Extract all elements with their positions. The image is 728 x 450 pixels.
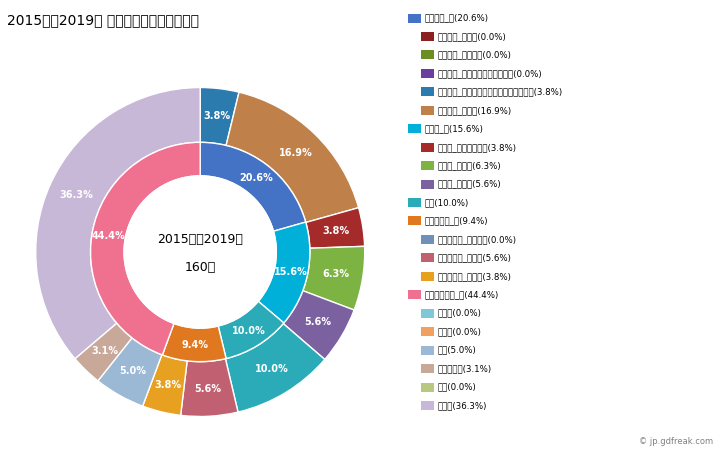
Wedge shape (258, 222, 310, 323)
Text: 脳血管疾患_脳内出血(0.0%): 脳血管疾患_脳内出血(0.0%) (438, 235, 517, 244)
Wedge shape (90, 142, 200, 355)
Text: 脳血管疾患_計(9.4%): 脳血管疾患_計(9.4%) (424, 216, 488, 225)
Wedge shape (306, 208, 365, 248)
Text: 9.4%: 9.4% (181, 340, 208, 350)
Wedge shape (143, 355, 187, 415)
Text: 5.6%: 5.6% (304, 317, 331, 327)
Wedge shape (218, 302, 284, 359)
Text: 20.6%: 20.6% (240, 173, 273, 183)
Wedge shape (98, 338, 162, 406)
Text: 脳血管疾患_その他(3.8%): 脳血管疾患_その他(3.8%) (438, 272, 511, 281)
Text: 脳血管疾患_脳梗塞(5.6%): 脳血管疾患_脳梗塞(5.6%) (438, 253, 511, 262)
Text: 心疾患_急性心筋梗塞(3.8%): 心疾患_急性心筋梗塞(3.8%) (438, 143, 517, 152)
Text: 心疾患_計(15.6%): 心疾患_計(15.6%) (424, 124, 483, 133)
Text: その他の死因_計(44.4%): その他の死因_計(44.4%) (424, 290, 499, 299)
Text: © jp.gdfreak.com: © jp.gdfreak.com (639, 436, 713, 446)
Text: 悪性腫瘍_気管がん・気管支がん・肺がん(3.8%): 悪性腫瘍_気管がん・気管支がん・肺がん(3.8%) (438, 87, 563, 96)
Text: 悪性腫瘍_大腸がん(0.0%): 悪性腫瘍_大腸がん(0.0%) (438, 50, 511, 59)
Text: 肺炎(10.0%): 肺炎(10.0%) (424, 198, 469, 207)
Text: 悪性腫瘍_計(20.6%): 悪性腫瘍_計(20.6%) (424, 14, 488, 22)
Text: 160人: 160人 (185, 261, 215, 274)
Wedge shape (200, 142, 306, 231)
Text: 2015年～2019年: 2015年～2019年 (157, 233, 243, 246)
Wedge shape (226, 92, 359, 222)
Text: 悪性腫瘍_その他(16.9%): 悪性腫瘍_その他(16.9%) (438, 106, 512, 115)
Text: 6.3%: 6.3% (322, 269, 349, 279)
Text: 15.6%: 15.6% (274, 267, 308, 277)
Text: その他(36.3%): その他(36.3%) (438, 401, 487, 410)
Text: 10.0%: 10.0% (255, 364, 288, 374)
Text: 3.8%: 3.8% (322, 226, 349, 236)
Text: 3.8%: 3.8% (154, 380, 181, 390)
Wedge shape (226, 324, 325, 412)
Circle shape (124, 176, 277, 328)
Text: 肝疾患(0.0%): 肝疾患(0.0%) (438, 309, 481, 318)
Text: 腎不全(0.0%): 腎不全(0.0%) (438, 327, 481, 336)
Wedge shape (181, 359, 238, 417)
Text: 10.0%: 10.0% (232, 326, 266, 336)
Text: 16.9%: 16.9% (279, 148, 312, 158)
Text: 老衰(5.0%): 老衰(5.0%) (438, 346, 476, 355)
Text: 5.6%: 5.6% (194, 384, 221, 394)
Wedge shape (75, 323, 132, 381)
Wedge shape (162, 324, 226, 362)
Text: 自殺(0.0%): 自殺(0.0%) (438, 382, 476, 392)
Wedge shape (303, 246, 365, 310)
Text: 44.4%: 44.4% (92, 231, 126, 241)
Text: 心疾患_その他(5.6%): 心疾患_その他(5.6%) (438, 180, 501, 189)
Wedge shape (283, 291, 354, 360)
Text: 3.8%: 3.8% (203, 111, 230, 121)
Text: 2015年～2019年 中川村の男性の死因構成: 2015年～2019年 中川村の男性の死因構成 (7, 14, 199, 27)
Text: 5.0%: 5.0% (119, 366, 146, 376)
Wedge shape (36, 87, 200, 359)
Text: 3.1%: 3.1% (92, 346, 119, 356)
Text: 悪性腫瘍_肝がん・肝内胆管がん(0.0%): 悪性腫瘍_肝がん・肝内胆管がん(0.0%) (438, 69, 542, 78)
Text: 36.3%: 36.3% (59, 189, 92, 199)
Text: 不慮の事故(3.1%): 不慮の事故(3.1%) (438, 364, 491, 373)
Text: 悪性腫瘍_胃がん(0.0%): 悪性腫瘍_胃がん(0.0%) (438, 32, 506, 41)
Text: 心疾患_心不全(6.3%): 心疾患_心不全(6.3%) (438, 161, 501, 170)
Wedge shape (200, 87, 239, 145)
